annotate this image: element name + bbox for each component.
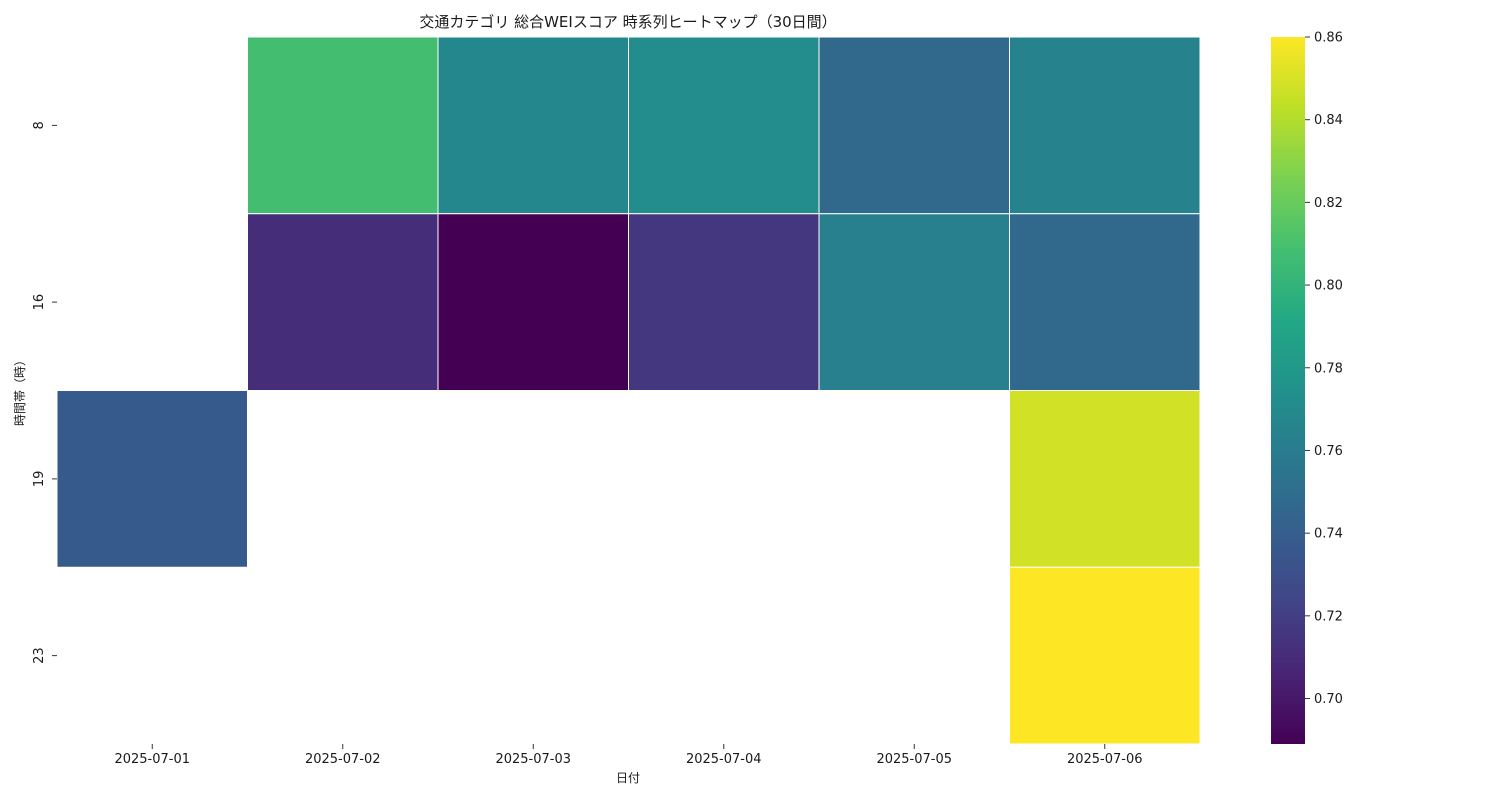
colorbar-tick-label: 0.74 (1314, 527, 1343, 542)
y-tick-label: 8 (32, 121, 47, 129)
colorbar-tick-label: 0.86 (1314, 31, 1343, 46)
heatmap-cell (437, 213, 629, 391)
colorbar-ticks: 0.70 0.72 0.74 0.76 0.78 0.80 0.82 0.84 0.86 (1305, 31, 1343, 707)
colorbar-tick-label: 0.78 (1314, 361, 1343, 376)
heatmap-cell (247, 213, 439, 391)
colorbar-tick-label: 0.80 (1314, 279, 1343, 294)
colorbar-tick-label: 0.76 (1314, 444, 1343, 459)
heatmap-cell (818, 36, 1010, 215)
x-tick-label: 2025-07-06 (1067, 752, 1143, 767)
heatmap-cell (628, 213, 820, 391)
heatmap-cell (1009, 36, 1201, 215)
heatmap-cell (437, 36, 629, 215)
x-axis: 2025-07-01 2025-07-02 2025-07-03 2025-07-04… (114, 744, 1143, 767)
chart-title: 交通カテゴリ 総合WEIスコア 時系列ヒートマップ（30日間） (419, 13, 836, 31)
heatmap-cell (1009, 566, 1201, 745)
x-axis-label: 日付 (616, 771, 640, 785)
colorbar-tick-label: 0.70 (1314, 692, 1343, 707)
x-tick-label: 2025-07-05 (876, 752, 952, 767)
heatmap-cell (1009, 213, 1201, 391)
x-tick-label: 2025-07-01 (114, 752, 190, 767)
colorbar-tick-label: 0.72 (1314, 609, 1343, 624)
x-tick-label: 2025-07-04 (686, 752, 762, 767)
heatmap-cell (56, 390, 248, 568)
x-tick-label: 2025-07-03 (495, 752, 571, 767)
heatmap-cell (818, 213, 1010, 391)
y-tick-label: 19 (32, 471, 47, 488)
y-tick-label: 23 (32, 647, 47, 664)
y-axis-label: 時間帯（時） (13, 354, 27, 426)
y-axis: 8 16 19 23 (32, 121, 57, 664)
colorbar (1271, 37, 1305, 744)
heatmap-cell (247, 36, 439, 215)
x-tick-label: 2025-07-02 (305, 752, 381, 767)
heatmap-cell (628, 36, 820, 215)
colorbar-tick-label: 0.82 (1314, 196, 1343, 211)
y-tick-label: 16 (32, 294, 47, 311)
heatmap-cell (1009, 390, 1201, 568)
colorbar-tick-label: 0.84 (1314, 113, 1343, 128)
heatmap-cells (56, 36, 1201, 745)
